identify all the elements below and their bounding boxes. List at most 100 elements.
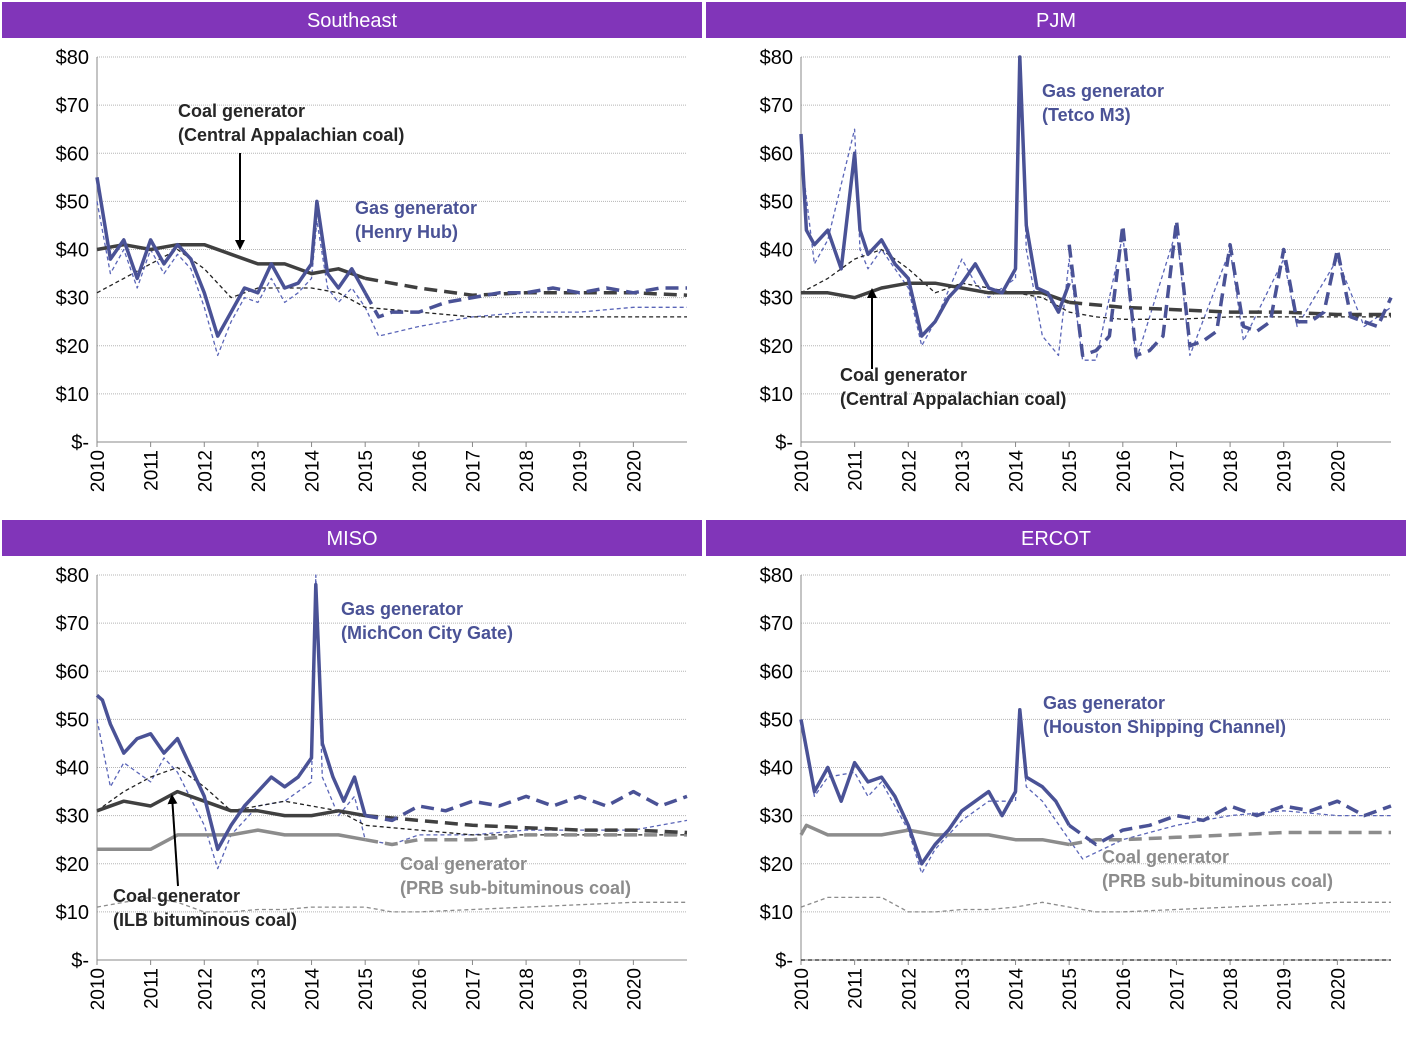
x-tick-label: 2019 (1275, 968, 1296, 1010)
y-tick-label: $20 (56, 854, 89, 876)
panel-header (2, 520, 702, 556)
series-line (799, 708, 1071, 866)
series-line (96, 766, 687, 836)
annotation: Coal generator (840, 365, 967, 385)
y-tick-label: $40 (760, 758, 793, 780)
series-line (801, 281, 1070, 305)
x-tick-label: 2015 (1060, 450, 1081, 492)
series-line (95, 177, 367, 338)
x-tick-label: 2016 (1114, 450, 1135, 492)
y-tick-label: $- (71, 950, 89, 972)
series-line (365, 813, 688, 835)
series-line (1068, 799, 1392, 847)
panel-title: Southeast (307, 10, 398, 32)
panel-title: ERCOT (1021, 528, 1091, 550)
series-line (363, 286, 687, 319)
series-line (96, 242, 366, 281)
y-tick-label: $10 (760, 384, 793, 406)
y-tick-label: $20 (760, 336, 793, 358)
panel-header (2, 2, 702, 38)
x-tick-label: 2020 (624, 450, 645, 492)
annotation: (PRB sub-bituminous coal) (400, 878, 631, 898)
y-tick-label: $70 (56, 95, 89, 117)
series-line (97, 828, 366, 852)
annotation: (Central Appalachian coal) (840, 389, 1066, 409)
y-tick-label: $30 (760, 288, 793, 310)
x-tick-label: 2018 (517, 968, 538, 1010)
x-tick-label: 2010 (792, 968, 813, 1010)
x-tick-label: 2013 (249, 968, 270, 1010)
annotation: (Central Appalachian coal) (178, 125, 404, 145)
x-tick-label: 2012 (899, 968, 920, 1010)
annotation: Coal generator (1102, 847, 1229, 867)
y-tick-label: $60 (760, 661, 793, 683)
x-tick-label: 2014 (1007, 968, 1028, 1011)
y-tick-label: $80 (760, 565, 793, 587)
y-tick-label: $50 (56, 709, 89, 731)
x-tick-label: 2019 (1275, 450, 1296, 492)
annotation: Gas generator (1043, 693, 1165, 713)
panel-header (706, 520, 1406, 556)
panel: Southeast $- $10 $20 $30 $40 $50 $60 $70 $80 2010 2… (2, 2, 702, 492)
x-tick-label: 2016 (1114, 968, 1135, 1010)
y-tick-label: $40 (760, 240, 793, 262)
x-tick-label: 2012 (899, 450, 920, 492)
panel-title: MISO (326, 528, 377, 550)
x-tick-label: 2011 (142, 450, 163, 491)
x-tick-label: 2014 (303, 450, 324, 493)
x-tick-label: 2015 (356, 450, 377, 492)
x-tick-label: 2013 (953, 450, 974, 492)
y-tick-label: $60 (56, 661, 89, 683)
series-line (364, 789, 688, 823)
series-line (799, 823, 1070, 847)
annotation: Gas generator (1042, 81, 1164, 101)
y-tick-label: $80 (760, 47, 793, 69)
series-line (1069, 300, 1391, 317)
panel-title: PJM (1036, 10, 1076, 32)
series-line (96, 896, 687, 913)
y-tick-label: $40 (56, 758, 89, 780)
x-tick-label: 2017 (1167, 450, 1188, 492)
y-tick-label: $- (71, 432, 89, 454)
y-tick-label: $10 (56, 384, 89, 406)
x-tick-label: 2018 (517, 450, 538, 492)
x-tick-label: 2011 (846, 450, 867, 491)
y-tick-label: $10 (760, 902, 793, 924)
x-tick-label: 2020 (1328, 968, 1349, 1010)
x-tick-label: 2020 (624, 968, 645, 1010)
series-line (96, 248, 687, 318)
x-tick-label: 2014 (303, 968, 324, 1011)
x-tick-label: 2010 (792, 450, 813, 492)
annotation: (PRB sub-bituminous coal) (1102, 871, 1333, 891)
series-line (800, 56, 1392, 361)
series-line (1068, 830, 1391, 847)
y-tick-label: $50 (760, 191, 793, 213)
series-line (95, 582, 367, 852)
x-tick-label: 2010 (88, 968, 109, 1010)
y-tick-label: $70 (760, 95, 793, 117)
x-tick-label: 2011 (142, 968, 163, 1009)
panel: MISO $- $10 $20 $30 $40 $50 $60 $70 $80 2010 2011 20… (2, 520, 702, 1010)
x-tick-label: 2015 (356, 968, 377, 1010)
y-tick-label: $- (775, 432, 793, 454)
annotation: (MichCon City Gate) (341, 623, 513, 643)
series-line (800, 248, 1391, 320)
x-tick-label: 2014 (1007, 450, 1028, 493)
x-tick-label: 2018 (1221, 450, 1242, 492)
x-tick-label: 2016 (410, 450, 431, 492)
series-line (1067, 218, 1393, 358)
y-tick-label: $20 (56, 336, 89, 358)
y-tick-label: $30 (56, 806, 89, 828)
series-line (364, 833, 687, 847)
y-tick-label: $10 (56, 902, 89, 924)
annotation: Coal generator (400, 854, 527, 874)
x-tick-label: 2017 (463, 450, 484, 492)
x-tick-label: 2017 (1167, 968, 1188, 1010)
x-tick-label: 2012 (195, 968, 216, 1010)
y-tick-label: $40 (56, 240, 89, 262)
series-line (96, 201, 687, 357)
series-line (96, 789, 366, 818)
annotation: Gas generator (355, 198, 477, 218)
